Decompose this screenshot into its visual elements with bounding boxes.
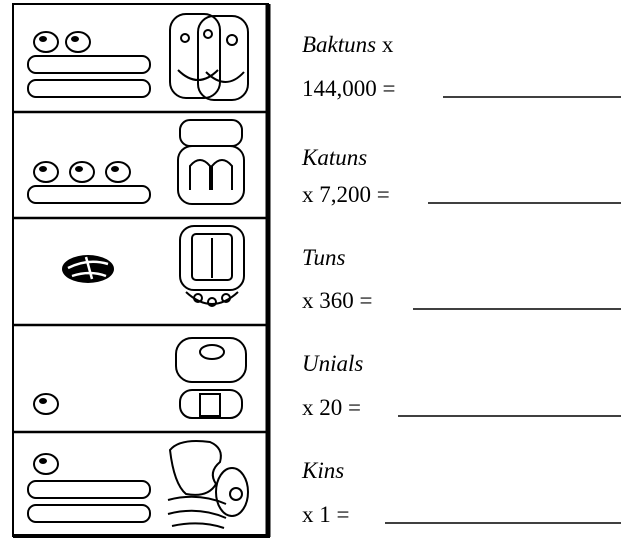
unit-name: Unials [302, 351, 363, 376]
maya-numeral [27, 31, 151, 98]
maya-numeral [33, 393, 59, 415]
answer-column: Baktuns x 144,000 = Katuns x 7,200 = Tun… [301, 32, 621, 527]
unit-name: Baktuns [302, 32, 376, 57]
glyph [169, 13, 249, 101]
unit-line: Baktuns x [302, 32, 394, 57]
unit-suffix: x [382, 32, 394, 57]
multiplier: x 1 = [302, 502, 349, 527]
maya-numeral [62, 255, 114, 283]
multiplier: 144,000 = [302, 76, 395, 101]
maya-numeral [27, 453, 151, 523]
glyph [167, 440, 249, 529]
multiplier: x 360 = [302, 288, 372, 313]
maya-numeral [27, 161, 151, 204]
numeral-table [12, 3, 271, 538]
unit-name: Kins [301, 458, 344, 483]
multiplier: x 20 = [302, 395, 361, 420]
multiplier: x 7,200 = [302, 182, 390, 207]
glyph [179, 225, 245, 307]
unit-name: Katuns [301, 145, 367, 170]
glyph [177, 119, 245, 205]
unit-name: Tuns [302, 245, 346, 270]
glyph [175, 337, 247, 419]
